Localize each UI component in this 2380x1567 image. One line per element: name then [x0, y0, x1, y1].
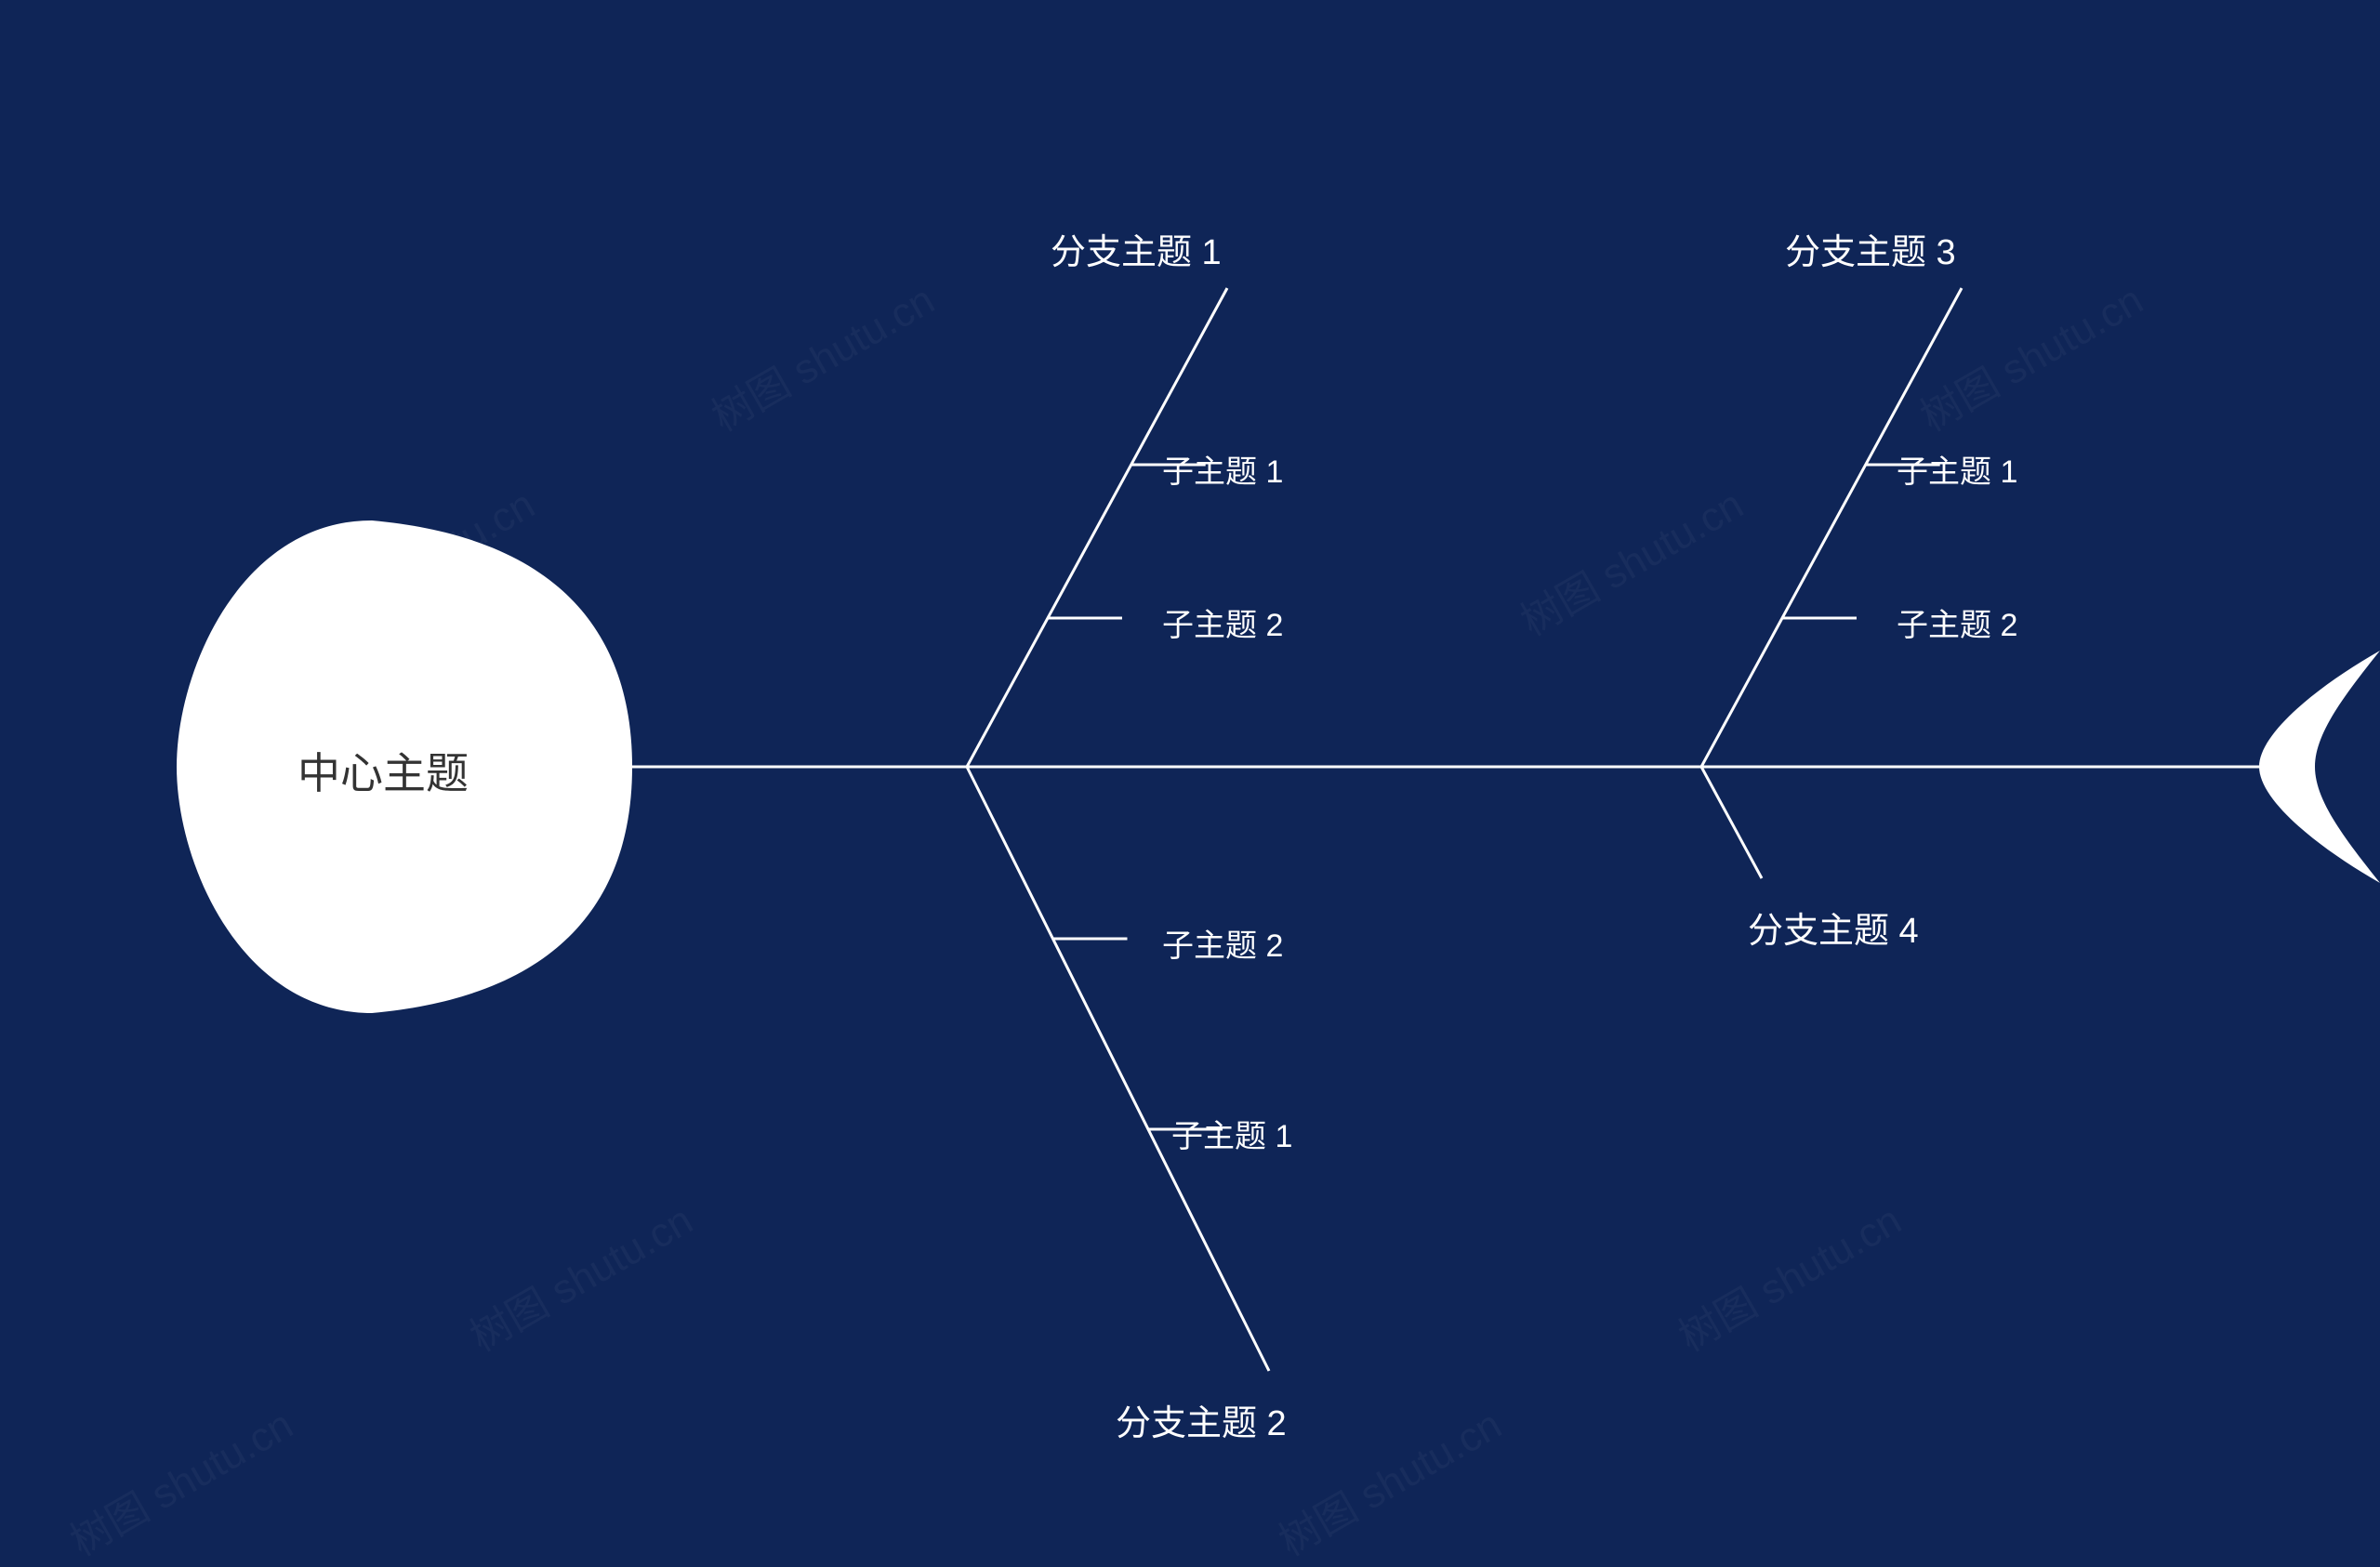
branch-3-child-0-label: 子主题 1 — [1897, 446, 2017, 492]
branch-2-child-0-label: 子主题 2 — [1162, 920, 1283, 966]
branch-3-child-1-label: 子主题 2 — [1897, 599, 2017, 645]
branch-4-label: 分支主题 4 — [1748, 902, 1919, 953]
branch-4-bone — [1701, 767, 1762, 878]
branch-2-child-1-label: 子主题 1 — [1171, 1111, 1292, 1156]
branch-1-child-1-label: 子主题 2 — [1162, 599, 1283, 645]
branch-1-bone — [967, 288, 1227, 767]
branch-2-bone — [967, 767, 1269, 1371]
branch-3-bone — [1701, 288, 1962, 767]
branch-3-label: 分支主题 3 — [1785, 223, 1956, 274]
fishbone-diagram: 中心主题 分支主题 1 子主题 1 子主题 2 分支主题 2 子主题 2 子主题 1 分支主题… — [0, 0, 2380, 1523]
branch-2-label: 分支主题 2 — [1116, 1394, 1287, 1445]
fish-tail — [2259, 651, 2380, 883]
branch-1-child-0-label: 子主题 1 — [1162, 446, 1283, 492]
center-topic-label: 中心主题 — [298, 740, 469, 801]
branch-1-label: 分支主题 1 — [1051, 223, 1222, 274]
